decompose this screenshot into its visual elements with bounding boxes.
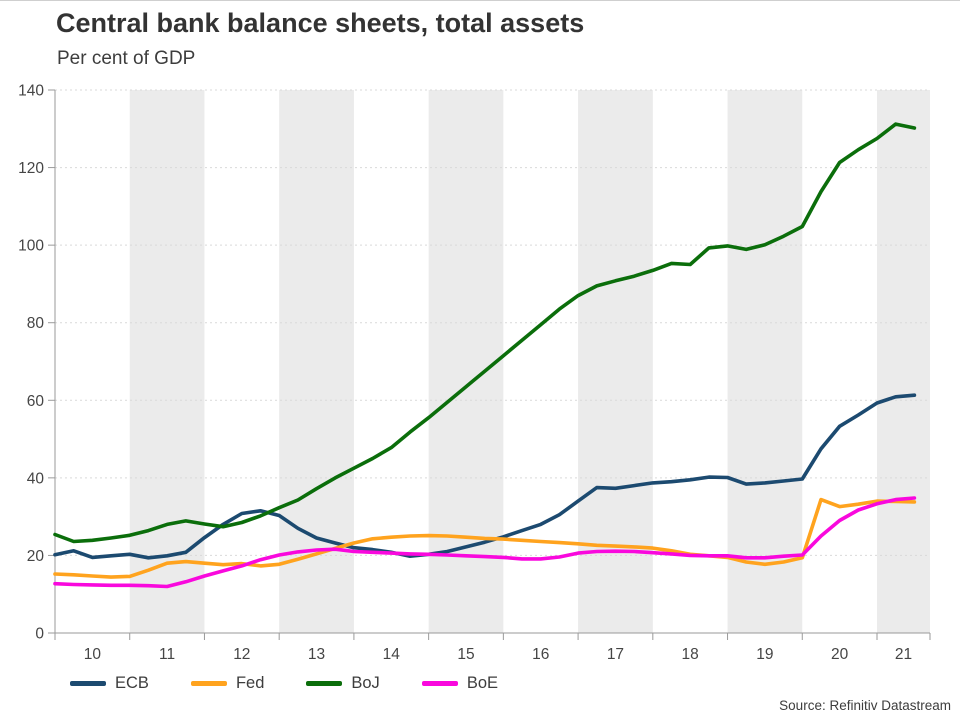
legend-swatch-boe — [421, 681, 458, 686]
y-tick-label: 0 — [35, 626, 44, 643]
x-tick-label: 11 — [159, 646, 175, 663]
legend-item-boe: BoE — [421, 674, 498, 693]
legend-swatch-fed — [190, 681, 227, 686]
y-tick-label: 20 — [27, 548, 45, 565]
series-line-fed — [53, 497, 917, 579]
x-tick-label: 15 — [457, 646, 474, 663]
y-tick-label: 80 — [27, 315, 45, 332]
x-tick-label: 19 — [756, 646, 773, 663]
series-line-boj — [53, 122, 917, 544]
legend-label: Fed — [235, 674, 265, 692]
legend-label: BoJ — [351, 674, 380, 692]
series-line-boe — [53, 496, 917, 589]
year-band — [578, 90, 653, 633]
year-band — [876, 90, 930, 633]
source-note: Source: Refinitiv Datastream — [779, 698, 951, 713]
year-band — [279, 90, 354, 633]
legend-item-boj: BoJ — [306, 674, 380, 693]
x-tick-label: 13 — [308, 646, 325, 663]
y-tick-label: 140 — [18, 83, 44, 100]
x-tick-label: 17 — [607, 646, 624, 663]
legend-label: BoE — [466, 674, 498, 692]
chart-subtitle: Per cent of GDP — [57, 48, 196, 69]
legend-item-ecb: ECB — [70, 674, 149, 693]
x-tick-label: 12 — [233, 646, 250, 663]
y-tick-label: 40 — [27, 470, 45, 487]
x-tick-label: 21 — [895, 646, 912, 663]
x-tick-label: 10 — [84, 646, 102, 663]
year-band — [129, 90, 205, 633]
series-line-ecb — [53, 393, 917, 560]
legend-item-fed: Fed — [190, 674, 265, 693]
legend-label: ECB — [115, 674, 149, 692]
y-tick-label: 120 — [18, 160, 44, 177]
x-tick-label: 14 — [383, 646, 401, 663]
x-tick-label: 20 — [831, 646, 849, 663]
y-tick-label: 100 — [18, 238, 44, 255]
legend: ECB Fed BoJ BoE — [70, 674, 498, 693]
x-tick-label: 18 — [682, 646, 699, 663]
legend-swatch-ecb — [70, 681, 106, 686]
year-band — [727, 90, 803, 633]
year-band — [428, 90, 504, 633]
legend-swatch-boj — [306, 681, 343, 686]
chart-title: Central bank balance sheets, total asset… — [56, 8, 585, 38]
y-tick-label: 60 — [27, 393, 45, 410]
x-tick-label: 16 — [532, 646, 549, 663]
